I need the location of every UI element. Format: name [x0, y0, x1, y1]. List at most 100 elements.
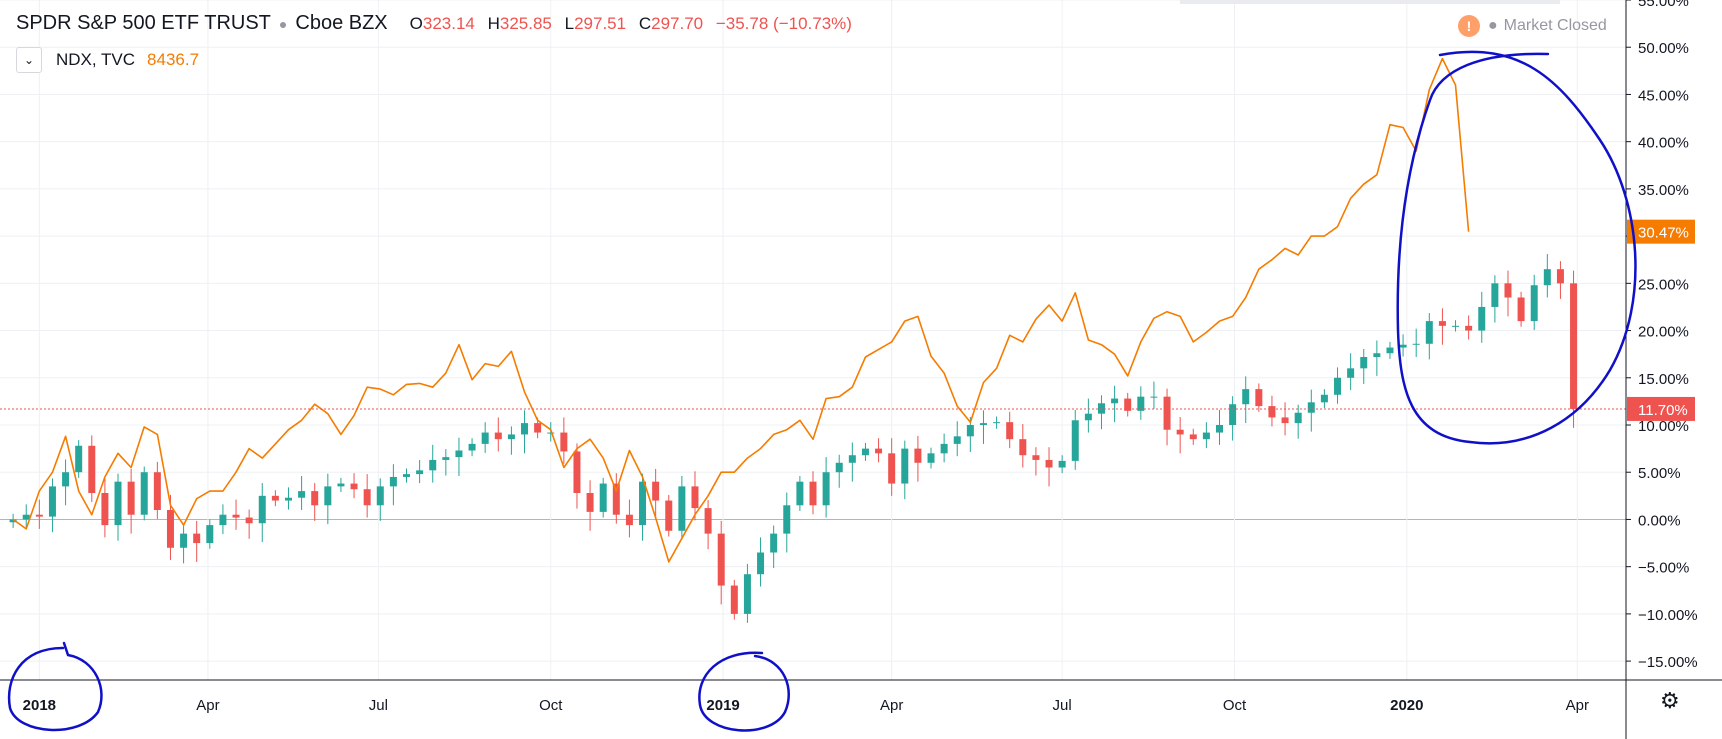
candle-body [1255, 389, 1263, 407]
candle-body [1386, 347, 1394, 354]
candle-body [403, 474, 410, 477]
candle-body [1124, 398, 1132, 411]
candle-body [298, 491, 306, 498]
candle-body [1570, 283, 1578, 409]
market-status[interactable]: ! ● Market Closed [1458, 15, 1607, 37]
annotation-circle-2020 [1396, 50, 1637, 445]
candle-body [1320, 394, 1328, 403]
candle-body [625, 514, 633, 526]
candle-body [770, 533, 778, 553]
candle-body [180, 533, 188, 548]
y-tick-label: 15.00% [1638, 371, 1689, 388]
candle-body [1137, 396, 1145, 411]
candle-body [1294, 412, 1302, 424]
candle-body [193, 533, 201, 544]
candle-body [1504, 283, 1512, 298]
x-tick-label: Jul [1053, 697, 1072, 714]
candle-body [547, 432, 555, 434]
candle-body [586, 493, 594, 512]
price-label-box [1627, 219, 1695, 244]
candle-body [153, 472, 161, 510]
x-tick-label: 2019 [706, 697, 739, 714]
candle-body [1517, 297, 1525, 322]
candle-body [35, 514, 43, 517]
candle-body [1465, 325, 1473, 331]
candle-body [284, 497, 292, 501]
candle-body [848, 455, 856, 463]
candle-body [1347, 368, 1355, 378]
high-key: H [487, 14, 500, 33]
close-value: 297.70 [651, 14, 704, 33]
candle-body [1412, 343, 1420, 345]
x-tick-label: Apr [880, 697, 903, 714]
candle-body [1438, 321, 1446, 326]
candle-body [914, 448, 922, 463]
candle-body [48, 486, 56, 517]
settings-gear-icon[interactable]: ⚙ [1660, 688, 1680, 713]
candle-body [481, 432, 489, 444]
compare-value: 8436.7 [147, 50, 200, 69]
candle-body [966, 425, 974, 437]
candle-body [612, 483, 620, 515]
candle-body [389, 476, 397, 487]
candle-body [376, 486, 384, 506]
market-status-label: Market Closed [1503, 17, 1607, 34]
candle-body [1019, 439, 1027, 456]
y-tick-label: 20.00% [1638, 324, 1689, 341]
candle-body [1530, 285, 1538, 322]
y-tick-label: 45.00% [1638, 87, 1689, 104]
candle-body [599, 483, 607, 512]
candle-body [9, 519, 17, 523]
y-tick-label: 55.00% [1638, 0, 1689, 10]
candle-body [979, 423, 987, 425]
candle-body [1150, 396, 1158, 398]
candle-body [324, 486, 332, 506]
candle-body [127, 481, 135, 515]
price-label-box [1627, 396, 1695, 421]
candle-body [1229, 404, 1237, 425]
candle-body [62, 472, 70, 487]
price-label-text: 11.70% [1638, 402, 1688, 419]
candle-body [835, 462, 843, 473]
candle-body [1084, 413, 1092, 421]
symbol-name[interactable]: SPDR S&P 500 ETF TRUST [16, 12, 271, 34]
candle-body [1242, 389, 1250, 405]
candle-body [232, 514, 240, 518]
candle-body [442, 457, 450, 460]
price-label-text: 30.47% [1638, 225, 1689, 242]
chevron-down-icon: ⌄ [23, 53, 35, 67]
candle-body [494, 432, 502, 440]
candle-body [1281, 417, 1289, 424]
candle-body [652, 481, 660, 501]
candle-body [363, 489, 371, 506]
candle-body [560, 432, 568, 452]
candle-body [1543, 269, 1551, 286]
candle-body [311, 491, 319, 506]
close-key: C [638, 14, 652, 33]
low-value: 297.51 [574, 14, 627, 33]
y-tick-label: 50.00% [1638, 40, 1689, 57]
compare-legend: ⌄ NDX, TVC 8436.7 [16, 47, 199, 73]
warning-icon: ! [1458, 15, 1480, 37]
candle-body [1307, 402, 1315, 413]
candle-body [1058, 460, 1066, 468]
annotation-circle-2019 [698, 651, 790, 732]
main-legend: SPDR S&P 500 ETF TRUST ● Cboe BZX O323.1… [16, 12, 852, 35]
candle-body [166, 510, 174, 548]
y-tick-label: 40.00% [1638, 135, 1689, 152]
candle-body [1491, 283, 1499, 307]
candle-body [1360, 357, 1368, 369]
candle-body [953, 436, 961, 444]
candle-body [22, 514, 30, 520]
candle-body [993, 422, 1001, 424]
candle-body [1111, 398, 1119, 404]
ndx-compare-line [12, 57, 1470, 563]
y-tick-label: −15.00% [1638, 654, 1698, 671]
collapse-legend-button[interactable]: ⌄ [16, 47, 42, 73]
compare-symbol[interactable]: NDX, TVC [56, 50, 136, 69]
candle-body [1478, 306, 1486, 331]
candle-body [783, 505, 791, 534]
candle-body [140, 472, 148, 515]
candle-body [901, 448, 909, 484]
